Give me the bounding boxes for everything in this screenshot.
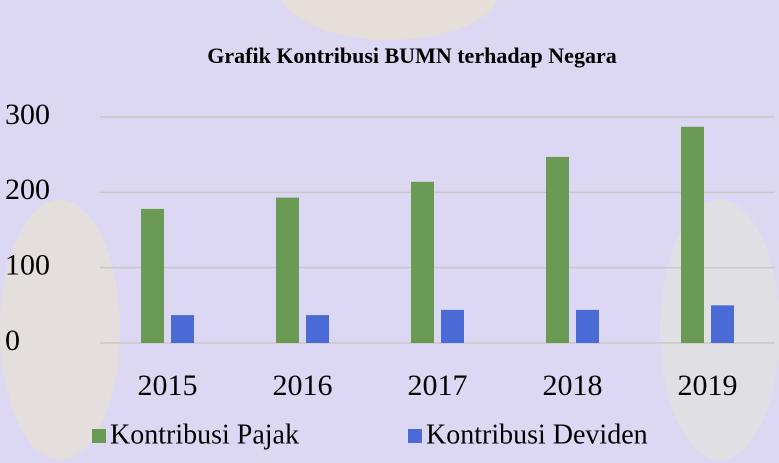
bar <box>141 209 164 343</box>
bar <box>546 157 569 343</box>
bar <box>711 305 734 343</box>
legend-label: Kontribusi Deviden <box>426 419 648 450</box>
bar <box>576 310 599 343</box>
y-tick-label: 200 <box>5 173 50 206</box>
bar <box>681 127 704 343</box>
y-tick-label: 100 <box>5 249 50 282</box>
y-tick-label: 0 <box>5 324 20 357</box>
bar <box>441 310 464 343</box>
chart-title: Grafik Kontribusi BUMN terhadap Negara <box>207 43 616 68</box>
x-tick-label: 2017 <box>408 369 468 402</box>
legend-label: Kontribusi Pajak <box>110 419 299 450</box>
legend-swatch <box>408 429 422 443</box>
bar <box>411 182 434 343</box>
bar <box>171 315 194 343</box>
x-tick-label: 2019 <box>678 369 738 402</box>
x-tick-label: 2015 <box>138 369 198 402</box>
y-tick-label: 300 <box>5 98 50 131</box>
chart: Grafik Kontribusi BUMN terhadap Negara 0… <box>0 0 779 463</box>
background <box>0 0 779 463</box>
x-tick-label: 2016 <box>273 369 333 402</box>
bar <box>306 315 329 343</box>
bar <box>276 198 299 343</box>
x-tick-label: 2018 <box>543 369 603 402</box>
legend-swatch <box>92 429 106 443</box>
